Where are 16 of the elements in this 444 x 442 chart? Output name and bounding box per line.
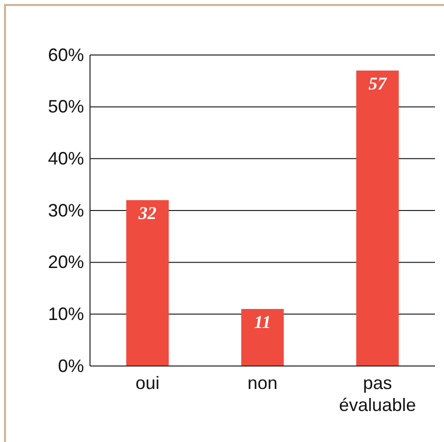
y-tick-label: 60% xyxy=(48,44,84,65)
bar xyxy=(241,308,284,366)
y-tick-label: 20% xyxy=(48,252,84,272)
x-tick-label: pas évaluable xyxy=(338,373,416,415)
y-tick-label: 40% xyxy=(48,148,84,168)
y-tick-label: 10% xyxy=(48,304,84,324)
bar xyxy=(356,70,399,366)
x-tick-label: non xyxy=(247,373,278,393)
y-tick-label: 50% xyxy=(48,96,84,117)
data-label: 32 xyxy=(138,203,156,224)
y-tick-label: 0% xyxy=(58,356,84,376)
bar xyxy=(126,200,169,366)
data-label: 57 xyxy=(368,74,388,94)
x-tick-label: oui xyxy=(135,373,160,393)
data-label: 11 xyxy=(254,312,272,332)
y-tick-label: 30% xyxy=(48,200,84,220)
